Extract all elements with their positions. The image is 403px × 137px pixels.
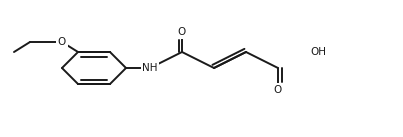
- Text: O: O: [58, 37, 66, 47]
- Text: O: O: [178, 27, 186, 37]
- Text: OH: OH: [310, 47, 326, 57]
- Text: O: O: [274, 85, 282, 95]
- Text: NH: NH: [142, 63, 158, 73]
